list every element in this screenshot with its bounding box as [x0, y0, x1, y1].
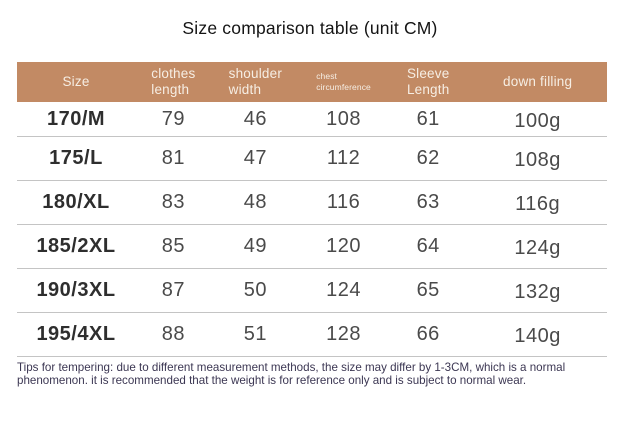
column-header-label: clothes length — [151, 66, 196, 97]
cell-clothes-length: 88 — [161, 323, 185, 345]
tips-note: Tips for tempering: due to different mea… — [17, 361, 566, 388]
cell-clothes-length: 79 — [161, 107, 185, 130]
cell-sleeve-length: 63 — [416, 191, 440, 213]
cell-down-filling: 124g — [514, 237, 561, 259]
table-row: 175/L 81 47 112 62 108g — [17, 137, 607, 181]
column-header-sleeve-length: Sleeve Length — [388, 62, 468, 102]
cell-shoulder-width: 49 — [243, 235, 267, 257]
cell-sleeve-length: 65 — [416, 279, 440, 301]
cell-size: 190/3XL — [36, 279, 116, 301]
cell-clothes-length: 83 — [161, 191, 185, 213]
cell-down-filling: 108g — [514, 149, 561, 171]
cell-clothes-length: 81 — [161, 147, 185, 169]
table-row: 190/3XL 87 50 124 65 132g — [17, 269, 607, 313]
cell-size: 175/L — [49, 147, 103, 169]
cell-size: 195/4XL — [36, 323, 116, 345]
column-header-label: Sleeve Length — [406, 66, 450, 97]
cell-chest-circumference: 112 — [326, 147, 361, 169]
cell-down-filling: 132g — [514, 281, 561, 303]
cell-size: 185/2XL — [36, 235, 116, 257]
cell-sleeve-length: 61 — [416, 107, 440, 130]
cell-clothes-length: 85 — [161, 235, 185, 257]
cell-size: 180/XL — [42, 191, 110, 213]
cell-sleeve-length: 62 — [416, 147, 440, 169]
column-header-label: shoulder width — [228, 66, 283, 97]
cell-shoulder-width: 51 — [243, 323, 267, 345]
table-row: 180/XL 83 48 116 63 116g — [17, 181, 607, 225]
cell-sleeve-length: 66 — [416, 323, 440, 345]
size-table: Size clothes length shoulder width chest circu… — [17, 62, 607, 357]
column-header-label: Size — [62, 74, 90, 90]
cell-chest-circumference: 128 — [326, 323, 361, 345]
cell-clothes-length: 87 — [161, 279, 185, 301]
cell-down-filling: 116g — [515, 193, 561, 215]
cell-shoulder-width: 46 — [243, 107, 267, 130]
column-header-shoulder-width: shoulder width — [212, 62, 299, 102]
page-title: Size comparison table (unit CM) — [182, 18, 438, 38]
cell-sleeve-length: 64 — [416, 235, 440, 257]
cell-chest-circumference: 108 — [326, 107, 361, 130]
column-header-label: chest circumference — [316, 71, 371, 92]
cell-down-filling: 100g — [514, 109, 561, 132]
table-row: 195/4XL 88 51 128 66 140g — [17, 313, 607, 357]
cell-shoulder-width: 47 — [243, 147, 267, 169]
size-table-body: 170/M 79 46 108 61 100g 175/L 81 47 112 62 108g 180/… — [17, 102, 607, 357]
cell-shoulder-width: 50 — [243, 279, 267, 301]
table-row: 185/2XL 85 49 120 64 124g — [17, 225, 607, 269]
column-header-clothes-length: clothes length — [135, 62, 212, 102]
cell-chest-circumference: 116 — [326, 191, 361, 213]
table-row: 170/M 79 46 108 61 100g — [17, 102, 607, 137]
column-header-label: down filling — [503, 74, 573, 90]
cell-chest-circumference: 120 — [326, 235, 361, 257]
size-table-header: Size clothes length shoulder width chest circu… — [17, 62, 607, 102]
cell-down-filling: 140g — [514, 325, 561, 347]
cell-size: 170/M — [46, 107, 106, 130]
cell-chest-circumference: 124 — [326, 279, 361, 301]
column-header-chest-circumference: chest circumference — [299, 62, 388, 102]
column-header-down-filling: down filling — [468, 62, 607, 102]
cell-shoulder-width: 48 — [243, 191, 267, 213]
column-header-size: Size — [17, 62, 135, 102]
